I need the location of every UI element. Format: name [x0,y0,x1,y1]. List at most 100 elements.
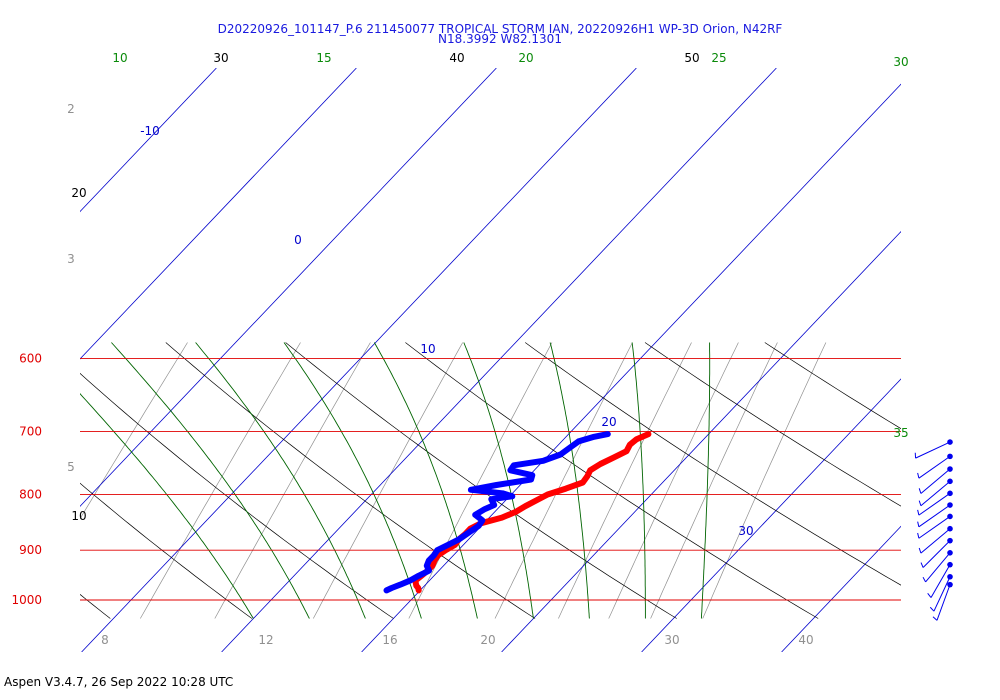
wind-barb-staff [933,576,951,612]
dry-adiabat-320 [524,342,901,586]
wind-barb-0 [914,439,953,459]
wind-barb-staff [918,455,951,479]
isotherm--40 [80,68,217,213]
wind-barb-staff [920,480,951,507]
mixing-ratio-2 [139,342,301,619]
isobar-label-800: 800 [19,488,42,502]
mixing-ratio-24 [650,342,778,619]
dry-adiabat-label-30: 30 [213,51,228,65]
wind-barb-flag [922,576,927,583]
mixing-ratio-1 [80,342,188,520]
isotherm-20 [501,230,901,652]
dry-adiabat-label-50: 50 [684,51,699,65]
moist-adiabat-0 [80,393,254,619]
wind-barb-staff [918,516,951,539]
moist-adiabat-label-10: 10 [112,51,127,65]
wind-barb-5 [917,502,953,528]
profile-series [383,431,652,594]
wind-barb-9 [922,550,953,583]
mixing-ratio-8 [408,342,553,619]
moist-adiabat-20 [463,342,534,619]
wind-barb-flag [918,488,922,494]
isotherm-40 [781,525,901,652]
temp-axis-label-16: 16 [382,633,397,647]
isobar-label-1000: 1000 [11,593,42,607]
wind-barb-staff [918,504,951,528]
moist-adiabat-32 [700,342,711,619]
wind-barb-flag [927,593,932,598]
software-footer: Aspen V3.4.7, 26 Sep 2022 10:28 UTC [4,675,234,689]
wind-barb-dot [947,525,953,532]
mixing-ratio-12 [494,342,633,619]
wind-barb-6 [917,513,953,539]
dry-adiabat-label-left-20: 20 [71,186,86,200]
isobar-label-700: 700 [19,424,42,438]
mixing-ratio-5 [312,342,464,619]
moist-adiabat-label-15: 15 [316,51,331,65]
dry-adiabat-340 [764,342,901,430]
wind-barb-flag [917,532,920,539]
temp-axis-label-20: 20 [480,633,495,647]
moist-adiabat-16 [373,342,478,619]
wind-barb-flag [929,606,935,612]
wind-barb-dot [947,502,953,508]
wind-barb-dot [947,573,953,580]
wind-barb-10 [927,561,953,598]
temp-axis-label-8: 8 [101,633,109,647]
isobar-lines [80,358,901,601]
isotherm--10 [81,68,637,652]
mixing-ratio-20 [608,342,739,619]
isotherm-label-20: 20 [601,415,616,429]
dewpoint-profile [383,431,611,594]
wind-barb-1 [917,453,953,479]
mixing-ratio-lines [80,342,827,619]
wind-barb-dot [947,466,953,472]
wind-barb-staff [918,492,951,516]
wind-barb-dot [947,513,953,520]
moist-adiabat-12 [283,342,422,619]
wind-barbs [914,439,953,621]
wind-barb-staff [930,564,951,598]
chart-title-line2: N18.3992 W82.1301 [438,32,562,46]
isotherm-label--10: -10 [140,124,160,138]
wind-barb-staff [922,540,951,568]
wind-barb-4 [917,490,953,516]
wind-barb-staff [920,528,951,554]
wind-barb-dot [947,581,953,588]
dry-adiabat-260 [80,593,111,619]
isotherm-30 [641,378,901,652]
wind-barb-11 [929,573,953,612]
wind-barb-flag [920,562,924,568]
temperature-profile [412,431,652,594]
isotherm-label-10: 10 [420,342,435,356]
dry-adiabat-label-left-10: 10 [71,509,86,523]
wind-barb-staff [936,584,951,621]
temp-axis-label-30: 30 [664,633,679,647]
mixing-ratio-16 [558,342,692,619]
mixing-ratio-label-2: 2 [67,102,75,116]
temp-axis-label-40: 40 [798,633,813,647]
isotherm--30 [80,68,357,360]
dry-adiabat-300 [285,342,677,619]
moist-adiabat-label-25: 25 [711,51,726,65]
moist-adiabat-8 [195,342,366,619]
wind-barb-flag [917,521,920,527]
moist-adiabat-4 [111,342,310,619]
moist-adiabat-24 [549,342,590,619]
wind-barb-dot [947,490,953,497]
wind-barb-flag [917,472,920,479]
isotherm-label-0: 0 [294,233,302,247]
wind-barb-flag [918,500,922,506]
moist-adiabat-label-20: 20 [518,51,533,65]
wind-barb-dot [947,537,953,544]
mixing-ratio-30 [702,342,827,619]
dry-adiabat-280 [80,372,394,619]
wind-barb-8 [920,537,953,568]
wind-barb-staff [925,552,951,583]
wind-barb-2 [918,466,953,494]
wind-barb-flag [932,616,938,621]
isotherm--20 [80,68,497,507]
wind-barb-staff [920,468,951,494]
mixing-ratio-3 [214,342,371,619]
